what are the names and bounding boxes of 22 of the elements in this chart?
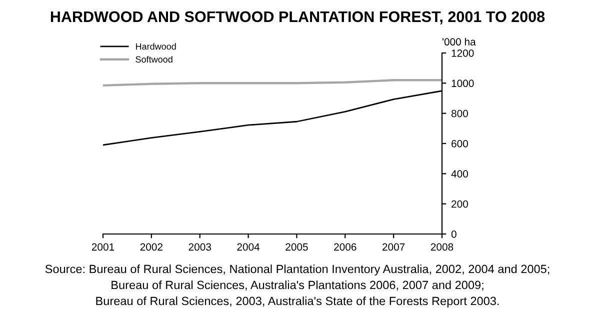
y-tick-label: 0	[451, 230, 456, 238]
source-note: Source: Bureau of Rural Sciences, National Plantation Inventory Australia, 2002, 2004 and 2005;	[45, 264, 550, 276]
x-tick-label: 2002	[140, 243, 162, 251]
x-tick-label: 2005	[286, 243, 308, 251]
y-tick-label: 600	[452, 140, 468, 148]
legend-label: Softwood	[136, 56, 172, 63]
y-tick-label: 200	[452, 200, 468, 208]
x-tick-label: 2007	[382, 243, 405, 251]
x-tick-label: 2006	[334, 243, 356, 251]
y-tick-label: 400	[451, 170, 468, 178]
x-tick-label: 2004	[237, 243, 260, 251]
legend-label: Hardwood	[136, 43, 176, 50]
text: Bureau of Rural Sciences, Australia's Plantations 2006, 2007 and 2009;	[112, 280, 484, 291]
y-tick-label: 1000	[452, 80, 474, 88]
chart-title: HARDWOOD AND SOFTWOOD PLANTATION FOREST, 2001 TO 2008	[50, 11, 545, 24]
y-tick-label: 1200	[452, 50, 474, 57]
x-tick-label: 2008	[430, 243, 454, 251]
y-axis-title: '000 ha	[442, 38, 476, 46]
y-tick-label: 800	[451, 110, 468, 118]
text: Bureau of Rural Sciences, 2003, Australia's State of the Forests Report 2003.	[96, 296, 499, 308]
x-tick-label: 2001	[92, 243, 114, 251]
x-tick-label: 2003	[188, 243, 211, 251]
